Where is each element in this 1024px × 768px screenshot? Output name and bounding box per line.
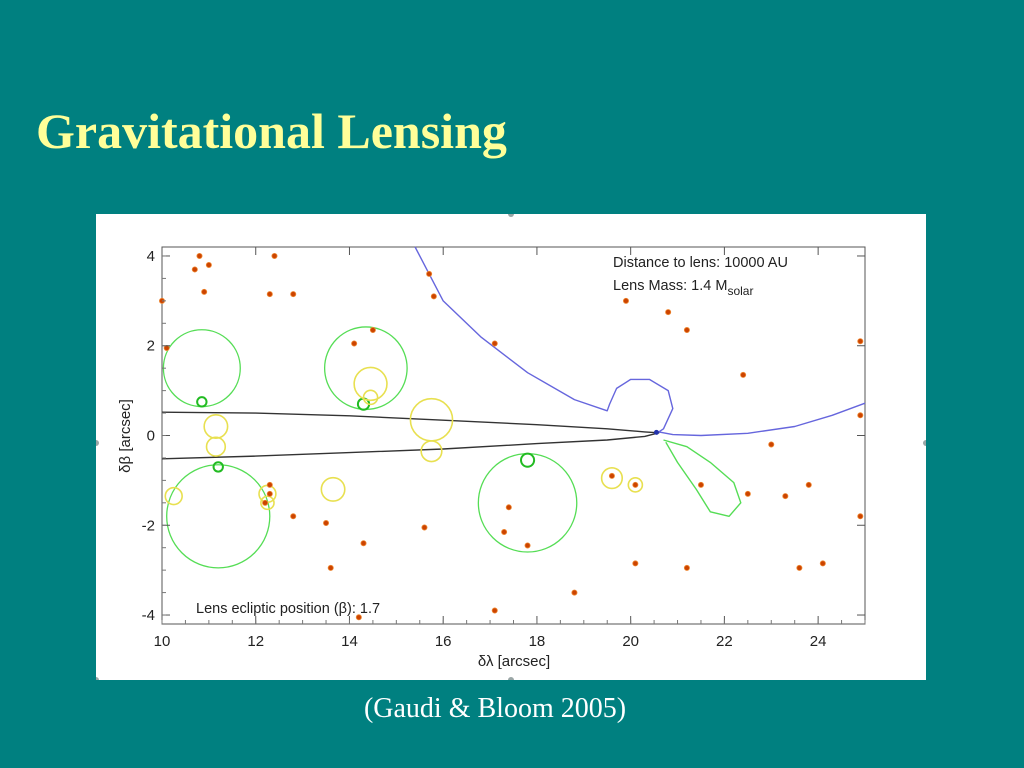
star-point xyxy=(632,481,639,488)
lens-marker xyxy=(653,429,659,435)
star-point xyxy=(430,293,437,300)
star-point xyxy=(196,252,203,259)
star-point xyxy=(323,520,330,527)
star-point xyxy=(805,481,812,488)
star-point xyxy=(201,288,208,295)
yellow-image-circle xyxy=(420,440,443,463)
green-image-circle xyxy=(477,452,578,553)
yellow-image-circle xyxy=(164,486,183,506)
star-point xyxy=(327,564,334,571)
star-point xyxy=(266,291,273,298)
star-point xyxy=(351,340,358,347)
x-axis-label: δλ [arcsec] xyxy=(478,653,550,670)
blue-track-curve xyxy=(414,246,866,437)
resize-handle-bottom[interactable] xyxy=(508,677,514,680)
y-tick-label: 2 xyxy=(147,338,155,355)
resize-handle-left[interactable] xyxy=(96,440,99,446)
slide-title: Gravitational Lensing xyxy=(36,103,507,159)
star-point xyxy=(501,528,508,535)
yellow-image-circle xyxy=(353,366,388,402)
yellow-image-circle xyxy=(600,467,624,490)
x-tick-label: 16 xyxy=(435,633,452,650)
green-track-curve xyxy=(663,439,742,517)
star-point xyxy=(524,542,531,549)
star-point xyxy=(796,564,803,571)
x-tick-label: 24 xyxy=(810,633,827,650)
annotation-mass-main: Lens Mass: 1.4 M xyxy=(613,278,727,294)
annotation-ecliptic: Lens ecliptic position (β): 1.7 xyxy=(196,601,380,617)
star-point xyxy=(266,481,273,488)
star-point xyxy=(290,291,297,298)
star-point xyxy=(426,270,433,277)
star-point xyxy=(505,504,512,511)
star-point xyxy=(191,266,198,273)
star-point xyxy=(683,327,690,334)
annotation-mass-sub: solar xyxy=(727,284,753,298)
yellow-image-circle xyxy=(320,476,346,502)
star-point xyxy=(857,338,864,345)
star-point xyxy=(819,560,826,567)
star-point xyxy=(491,340,498,347)
star-point xyxy=(857,513,864,520)
y-tick-label: -2 xyxy=(142,517,155,534)
yellow-image-circle xyxy=(627,477,644,493)
figure-caption: (Gaudi & Bloom 2005) xyxy=(363,693,627,724)
x-tick-label: 20 xyxy=(622,633,639,650)
star-point xyxy=(608,472,615,479)
x-tick-label: 14 xyxy=(341,633,358,650)
yellow-image-circle xyxy=(260,495,275,511)
star-point xyxy=(683,564,690,571)
green-image-marker xyxy=(196,396,208,408)
annotation-distance: Distance to lens: 10000 AU xyxy=(613,255,788,271)
y-tick-label: 4 xyxy=(147,248,155,265)
x-tick-label: 18 xyxy=(529,633,546,650)
y-tick-label: 0 xyxy=(147,428,155,445)
star-point xyxy=(622,297,629,304)
x-tick-label: 12 xyxy=(247,633,264,650)
star-point xyxy=(290,513,297,520)
star-point xyxy=(360,540,367,547)
resize-handle-bottom-left[interactable] xyxy=(96,677,99,680)
resize-handle-top[interactable] xyxy=(508,214,514,217)
green-image-marker xyxy=(212,461,224,473)
star-point xyxy=(355,614,362,621)
annotation-mass: Lens Mass: 1.4 Msolar xyxy=(613,278,753,298)
y-axis-label: δβ [arcsec] xyxy=(117,399,134,473)
yellow-image-circle xyxy=(205,436,227,457)
yellow-image-circle xyxy=(362,389,379,406)
x-tick-label: 22 xyxy=(716,633,733,650)
resize-handle-right[interactable] xyxy=(923,440,926,446)
star-point xyxy=(369,327,376,334)
star-point xyxy=(665,309,672,316)
star-point xyxy=(571,589,578,596)
star-point xyxy=(857,412,864,419)
green-image-marker xyxy=(519,452,536,468)
star-point xyxy=(740,371,747,378)
star-point xyxy=(697,481,704,488)
yellow-image-circle xyxy=(203,414,229,440)
star-point xyxy=(632,560,639,567)
star-point xyxy=(262,499,269,506)
star-point xyxy=(266,490,273,497)
star-point xyxy=(782,493,789,500)
green-image-circle xyxy=(166,464,271,569)
star-point xyxy=(271,252,278,259)
star-point xyxy=(744,490,751,497)
star-point xyxy=(205,261,212,268)
y-tick-label: -4 xyxy=(142,607,155,624)
green-image-circle xyxy=(162,329,241,408)
star-point xyxy=(421,524,428,531)
star-point xyxy=(491,607,498,614)
x-tick-label: 10 xyxy=(154,633,171,650)
figure-panel: 10 12 14 16 18 20 22 24 4 2 0 -2 -4 δλ [arcsec] δβ [… xyxy=(96,214,926,680)
star-point xyxy=(768,441,775,448)
plot-frame xyxy=(161,246,866,625)
